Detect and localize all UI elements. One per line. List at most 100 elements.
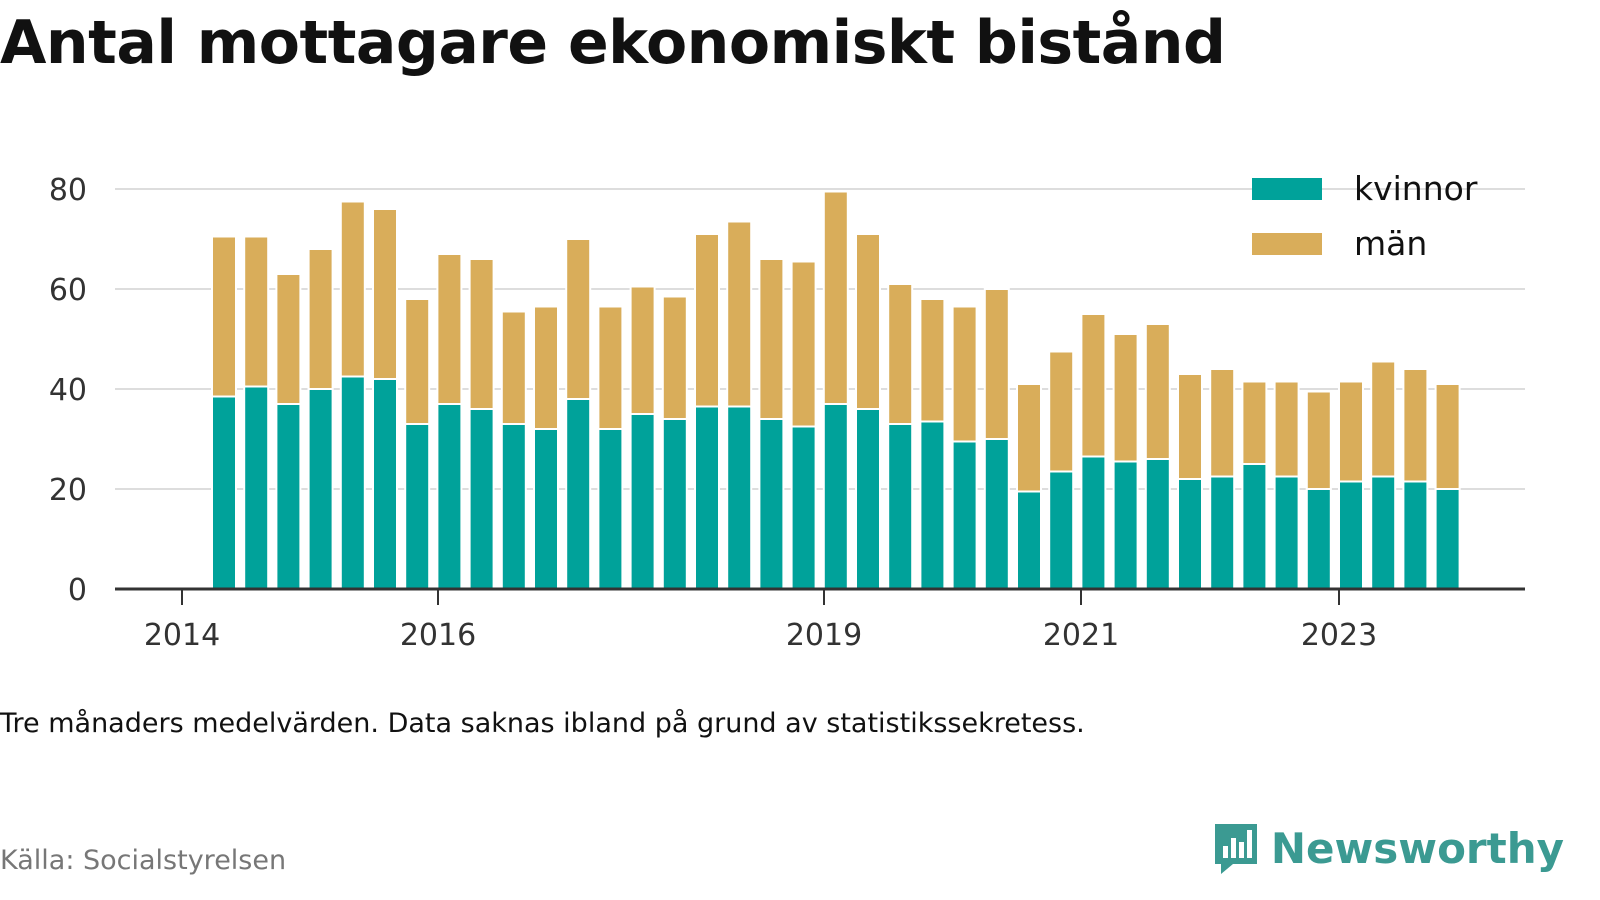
bar-man-19 xyxy=(822,190,849,405)
bar-man-37 xyxy=(1402,368,1429,483)
newsworthy-logo-icon xyxy=(1214,824,1257,874)
bar-kvinnor-32 xyxy=(1241,463,1268,590)
y-tick-label-60: 60 xyxy=(49,273,87,308)
legend-swatch-man xyxy=(1252,233,1322,255)
bar-man-38 xyxy=(1434,383,1461,490)
bar-man-30 xyxy=(1177,373,1203,480)
bar-kvinnor-27 xyxy=(1080,455,1107,590)
legend: kvinnor män xyxy=(1252,169,1478,263)
bar-man-15 xyxy=(694,233,720,408)
legend-swatch-kvinnor xyxy=(1252,178,1322,200)
bar-kvinnor-8 xyxy=(468,408,495,590)
chart-title: Antal mottagare ekonomiskt bistånd xyxy=(0,8,1226,78)
bar-man-31 xyxy=(1209,368,1236,478)
bar-man-11 xyxy=(565,238,592,400)
chart-note: Tre månaders medelvärden. Data saknas ib… xyxy=(0,708,1085,739)
bar-man-20 xyxy=(855,233,881,410)
x-tick-label-2021: 2021 xyxy=(1043,618,1119,653)
y-axis-labels: 0 20 40 60 80 xyxy=(49,173,87,608)
bar-kvinnor-9 xyxy=(500,423,527,590)
bar-kvinnor-35 xyxy=(1338,480,1364,590)
brand-name: Newsworthy xyxy=(1270,823,1564,873)
bar-man-25 xyxy=(1016,383,1042,493)
bar-kvinnor-19 xyxy=(822,403,849,590)
bar-kvinnor-13 xyxy=(629,413,656,590)
bar-kvinnor-28 xyxy=(1112,460,1139,590)
bar-kvinnor-5 xyxy=(372,378,398,590)
y-tick-label-0: 0 xyxy=(68,573,87,608)
bar-man-10 xyxy=(533,305,559,430)
bar-kvinnor-33 xyxy=(1273,475,1300,590)
bar-man-23 xyxy=(951,305,978,443)
bar-man-29 xyxy=(1144,323,1171,460)
bar-kvinnor-22 xyxy=(919,420,946,590)
bar-kvinnor-20 xyxy=(855,408,881,590)
x-tick-label-2016: 2016 xyxy=(400,618,476,653)
bar-man-22 xyxy=(919,298,946,423)
bar-man-5 xyxy=(372,208,398,380)
bar-man-32 xyxy=(1241,380,1268,465)
bar-man-0 xyxy=(211,235,237,398)
bar-kvinnor-26 xyxy=(1048,470,1075,590)
bar-man-16 xyxy=(726,220,753,408)
bar-man-18 xyxy=(790,260,817,428)
x-tick-label-2014: 2014 xyxy=(144,618,220,653)
bar-kvinnor-12 xyxy=(597,428,624,590)
bar-kvinnor-7 xyxy=(436,403,463,590)
brand-logo: Newsworthy xyxy=(1211,820,1564,876)
y-tick-label-20: 20 xyxy=(49,473,87,508)
bar-man-24 xyxy=(983,288,1010,440)
bar-kvinnor-24 xyxy=(983,438,1010,590)
bar-kvinnor-11 xyxy=(565,398,592,590)
bar-man-6 xyxy=(404,298,431,425)
bar-kvinnor-6 xyxy=(404,423,431,590)
x-axis: 2014 2016 2019 2021 2023 xyxy=(115,587,1525,653)
bar-kvinnor-3 xyxy=(307,388,334,590)
legend-label-man: män xyxy=(1354,224,1427,263)
bar-man-35 xyxy=(1338,380,1364,483)
bar-kvinnor-10 xyxy=(533,428,559,590)
bar-man-1 xyxy=(243,235,270,388)
bar-kvinnor-34 xyxy=(1305,488,1332,590)
bar-kvinnor-30 xyxy=(1177,478,1203,590)
bar-man-7 xyxy=(436,253,463,405)
bar-kvinnor-29 xyxy=(1144,458,1171,590)
bar-man-21 xyxy=(887,283,914,425)
x-tick-label-2023: 2023 xyxy=(1301,618,1377,653)
bar-man-9 xyxy=(500,310,527,425)
bar-kvinnor-23 xyxy=(951,440,978,590)
bar-kvinnor-16 xyxy=(726,405,753,590)
bar-kvinnor-15 xyxy=(694,405,720,590)
bar-kvinnor-1 xyxy=(243,385,270,590)
bar-man-8 xyxy=(468,258,495,410)
bar-kvinnor-31 xyxy=(1209,475,1236,590)
bar-man-27 xyxy=(1080,313,1107,458)
chart: 0 20 40 60 80 2014 2016 2019 2021 2023 kvinnor m… xyxy=(49,169,1525,653)
x-tick-label-2019: 2019 xyxy=(786,618,862,653)
source-text: Källa: Socialstyrelsen xyxy=(0,845,287,876)
bar-kvinnor-4 xyxy=(339,375,366,590)
bar-kvinnor-14 xyxy=(661,418,688,590)
bar-kvinnor-37 xyxy=(1402,480,1429,590)
bar-kvinnor-25 xyxy=(1016,490,1042,590)
bar-man-36 xyxy=(1370,360,1397,478)
bar-man-3 xyxy=(307,248,334,390)
bar-kvinnor-18 xyxy=(790,425,817,590)
y-tick-label-80: 80 xyxy=(49,173,87,208)
bar-kvinnor-36 xyxy=(1370,475,1397,590)
bar-man-2 xyxy=(275,273,302,405)
bar-kvinnor-0 xyxy=(211,395,237,590)
bar-kvinnor-38 xyxy=(1434,488,1461,590)
bar-man-12 xyxy=(597,305,624,430)
bar-man-28 xyxy=(1112,333,1139,463)
bar-kvinnor-2 xyxy=(275,403,302,590)
bar-man-34 xyxy=(1305,390,1332,490)
bar-man-26 xyxy=(1048,350,1075,473)
bar-man-14 xyxy=(661,295,688,420)
bar-man-33 xyxy=(1273,380,1300,478)
bar-kvinnor-17 xyxy=(758,418,785,590)
bar-man-13 xyxy=(629,285,656,415)
bar-man-17 xyxy=(758,258,785,420)
bar-man-4 xyxy=(339,200,366,378)
bar-kvinnor-21 xyxy=(887,423,914,590)
